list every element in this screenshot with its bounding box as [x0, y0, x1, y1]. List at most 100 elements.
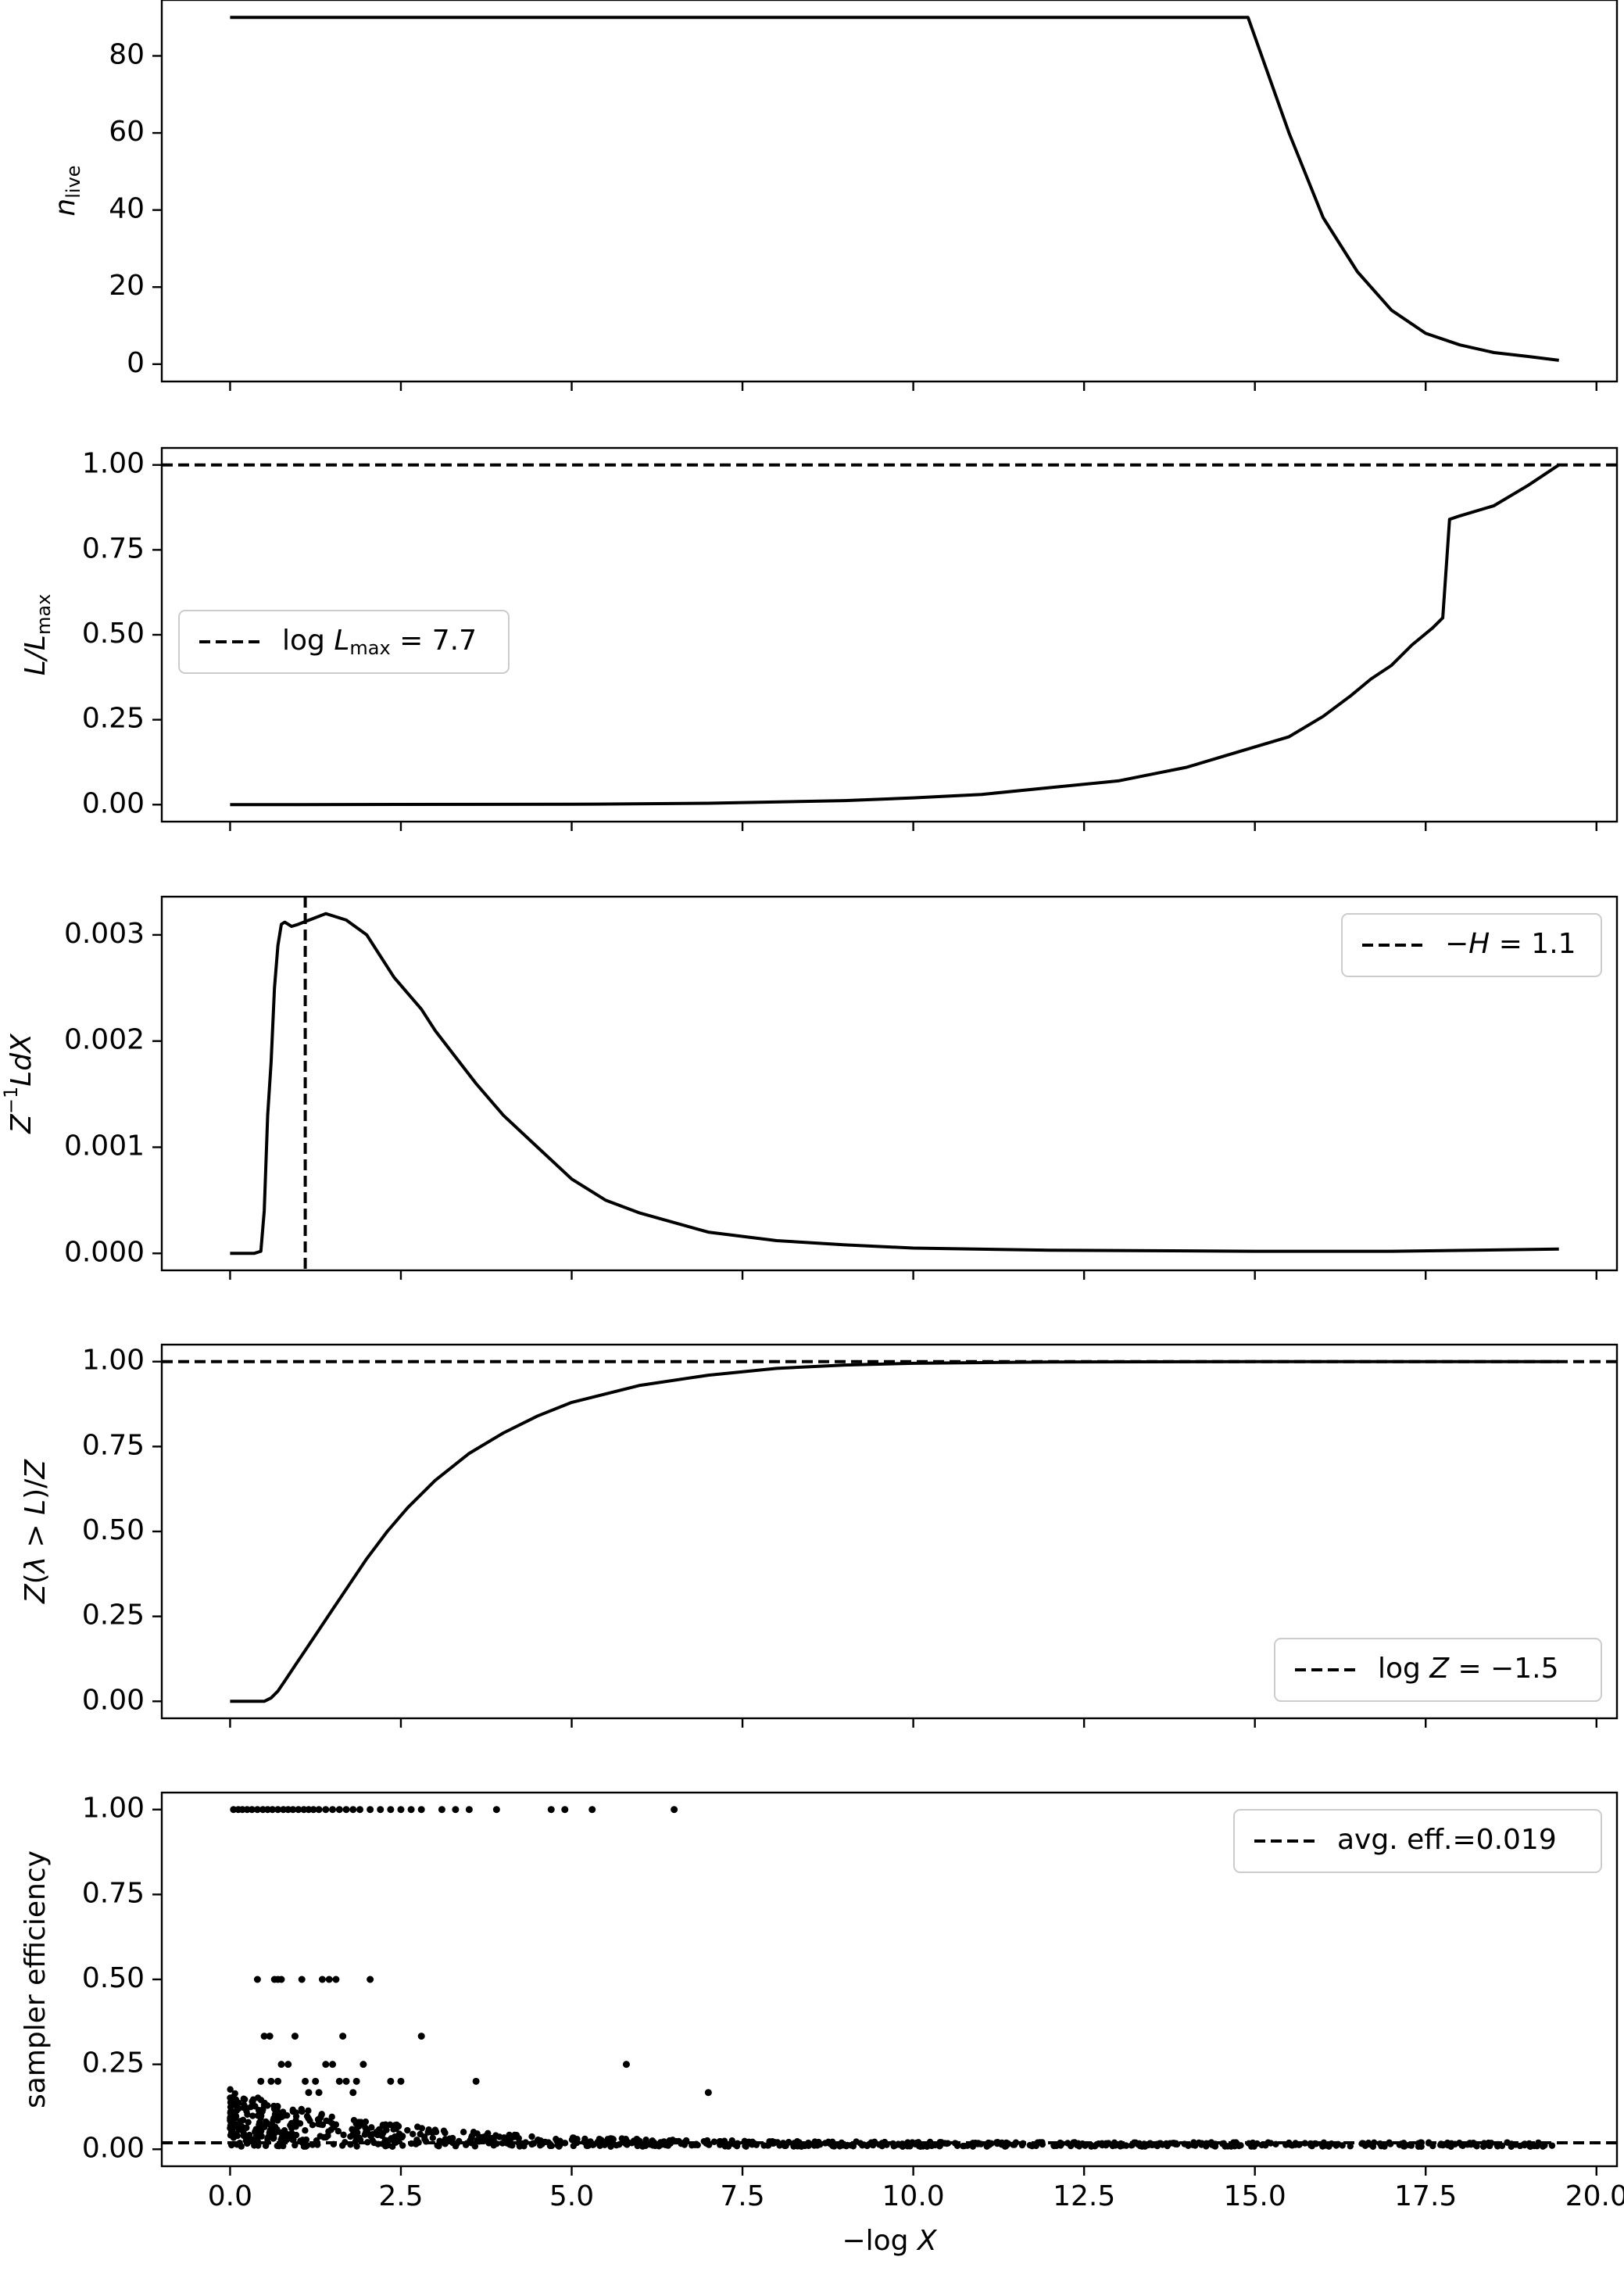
scatter-point: [330, 2140, 338, 2147]
scatter-point: [1548, 2142, 1556, 2149]
series-line: [230, 16, 1559, 362]
y-tick-label: 0.25: [82, 1599, 145, 1632]
scatter-point: [408, 2140, 415, 2147]
scatter-point: [409, 2130, 417, 2137]
scatter-point: [601, 2141, 608, 2148]
scatter-point: [731, 2140, 738, 2147]
scatter-point: [1487, 2140, 1495, 2147]
scatter-point: [442, 2140, 449, 2147]
y-axis-label: Z(λ > L)/Z: [20, 1459, 52, 1604]
scatter-point: [465, 1806, 473, 1814]
scatter-point: [649, 2137, 656, 2144]
scatter-point: [397, 2077, 405, 2085]
scatter-point: [249, 2112, 256, 2119]
scatter-point: [471, 2143, 479, 2150]
scatter-point: [295, 1806, 302, 1814]
scatter-point: [263, 2118, 270, 2126]
legend-label-pre: log: [1378, 1653, 1429, 1685]
scatter-point: [826, 2140, 833, 2147]
scatter-point: [253, 1806, 261, 1814]
scatter-point: [235, 2105, 242, 2112]
scatter-point: [994, 2139, 1001, 2146]
scatter-point: [442, 2130, 449, 2137]
legend: log Lmax = 7.7: [178, 610, 510, 674]
y-axis-label: nlive: [49, 165, 84, 216]
scatter-point: [717, 2140, 724, 2147]
scatter-point: [1112, 2142, 1119, 2149]
scatter-point: [414, 2123, 421, 2130]
scatter-point: [296, 2120, 304, 2127]
panel-evidence: 0.00 0.25 0.50 0.75 1.00 Z(λ > L)/Z log Z = …: [20, 1343, 1619, 1728]
scatter-point: [413, 2137, 420, 2144]
scatter-point: [1541, 2142, 1548, 2149]
scatter-point: [528, 2140, 535, 2148]
scatter-point: [322, 2061, 330, 2069]
scatter-point: [232, 2112, 240, 2120]
scatter-point: [442, 2136, 449, 2143]
scatter-point: [257, 2123, 265, 2131]
legend-label-sub: max: [349, 637, 390, 659]
scatter-point: [1222, 2143, 1229, 2150]
scatter-point: [234, 2132, 241, 2140]
panel-likelihood: 0.000.250.500.751.00 L/Lmax log Lmax = 7…: [20, 446, 1619, 831]
scatter-point: [1067, 2142, 1075, 2150]
scatter-point: [257, 2077, 265, 2085]
scatter-point: [1347, 2143, 1354, 2150]
series-line: [230, 1359, 1559, 1703]
scatter-point: [309, 1806, 317, 1814]
scatter-point: [913, 2139, 921, 2147]
scatter-point: [1301, 2140, 1308, 2147]
scatter-point: [1019, 2140, 1027, 2147]
scatter-point: [588, 1806, 596, 1814]
scatter-point: [382, 2121, 389, 2128]
x-axis-label-var: X: [916, 2225, 938, 2257]
scatter-point: [332, 2121, 340, 2128]
scatter-point: [482, 2132, 490, 2140]
scatter-point: [332, 1975, 340, 1983]
scatter-point: [843, 2141, 851, 2149]
scatter-point: [452, 1806, 460, 1814]
y-tick-label: 0.002: [64, 1024, 145, 1056]
scatter-point: [397, 1806, 405, 1814]
scatter-point: [312, 2077, 320, 2085]
scatter-point: [547, 1806, 555, 1814]
scatter-point: [1479, 2143, 1487, 2150]
scatter-point: [1122, 2142, 1129, 2149]
scatter-point: [545, 2139, 552, 2146]
y-tick-label: 0.00: [82, 2132, 145, 2164]
scatter-point: [292, 2141, 299, 2149]
scatter-point: [508, 2134, 515, 2142]
legend: log Z = −1.5: [1274, 1638, 1602, 1702]
scatter-point: [671, 1806, 678, 1814]
scatter-point: [749, 2141, 756, 2148]
scatter-point: [429, 2134, 436, 2142]
scatter-point: [642, 2137, 649, 2144]
scatter-point: [306, 2117, 313, 2124]
scatter-point: [284, 2061, 292, 2069]
scatter-point: [706, 2141, 713, 2148]
scatter-point: [264, 2102, 271, 2109]
legend-label-var: H: [1468, 928, 1490, 960]
legend-box: [1274, 1638, 1602, 1702]
scatter-point: [247, 2103, 255, 2111]
scatter-point: [1189, 2141, 1197, 2148]
scatter-point: [254, 2112, 262, 2119]
scatter-point: [228, 2132, 236, 2140]
y-tick-label: 20: [109, 270, 145, 302]
scatter-point: [515, 2135, 522, 2142]
x-tick-label: 0.0: [208, 2180, 252, 2212]
scatter-point: [561, 1806, 569, 1814]
scatter-point: [355, 2119, 363, 2126]
scatter-point: [1026, 2141, 1034, 2149]
scatter-point: [364, 2139, 371, 2146]
y-tick-label: 60: [109, 116, 145, 148]
scatter-point: [1272, 2140, 1279, 2147]
scatter-point: [1332, 2142, 1340, 2149]
scatter-point: [485, 2137, 492, 2145]
x-tick-label: 17.5: [1394, 2180, 1457, 2212]
scatter-point: [1466, 2140, 1473, 2147]
scatter-point: [291, 2033, 299, 2040]
scatter-point: [969, 2140, 977, 2147]
panel-frame: [160, 1343, 1619, 1720]
scatter-point: [388, 2143, 396, 2150]
